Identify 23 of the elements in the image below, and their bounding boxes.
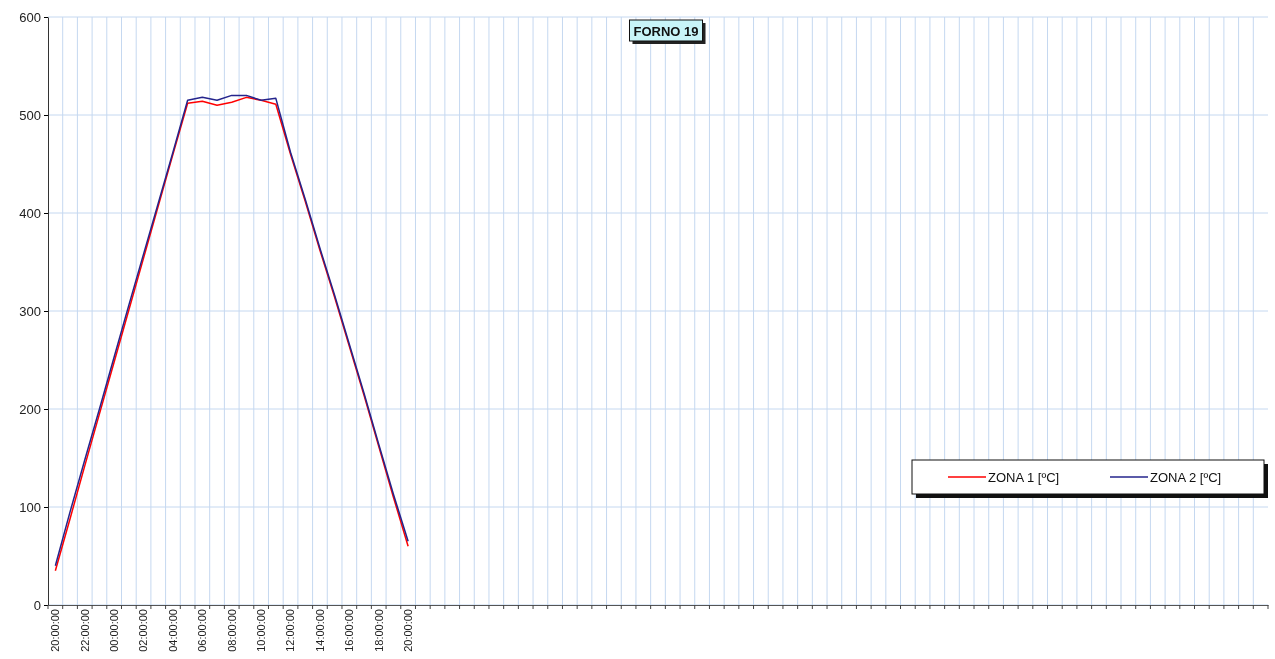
y-tick-label: 600 [19,9,41,25]
x-tick-label: 22:00:00 [78,609,91,652]
x-tick-label: 14:00:00 [313,609,326,652]
x-tick-label: 16:00:00 [343,609,356,652]
y-tick-label: 400 [19,205,41,221]
x-tick-label: 04:00:00 [166,609,179,652]
legend-label: ZONA 1 [ºC] [988,470,1060,485]
y-tick-label: 0 [33,597,41,613]
x-tick-label: 08:00:00 [225,609,238,652]
x-tick-label: 10:00:00 [254,609,267,652]
legend-label: ZONA 2 [ºC] [1150,470,1222,485]
x-tick-label: 20:00:00 [401,609,414,652]
y-tick-label: 300 [19,303,41,319]
x-tick-label: 20:00:00 [49,609,62,652]
text: FORNO 19 [633,24,699,39]
x-tick-label: 02:00:00 [137,609,150,652]
y-tick-label: 500 [19,107,41,123]
y-tick-label: 100 [19,499,41,515]
x-tick-label: 00:00:00 [107,609,120,652]
x-tick-label: 06:00:00 [196,609,209,652]
x-tick-label: 18:00:00 [372,609,385,652]
x-tick-label: 12:00:00 [284,609,297,652]
y-tick-label: 200 [19,401,41,417]
